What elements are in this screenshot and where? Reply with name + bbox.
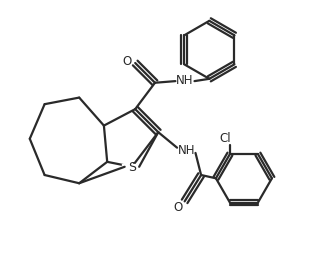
- Text: S: S: [128, 161, 136, 174]
- Text: Cl: Cl: [219, 132, 231, 145]
- Text: NH: NH: [176, 74, 193, 87]
- Text: O: O: [122, 55, 132, 68]
- Text: O: O: [173, 201, 183, 214]
- Text: NH: NH: [177, 144, 195, 157]
